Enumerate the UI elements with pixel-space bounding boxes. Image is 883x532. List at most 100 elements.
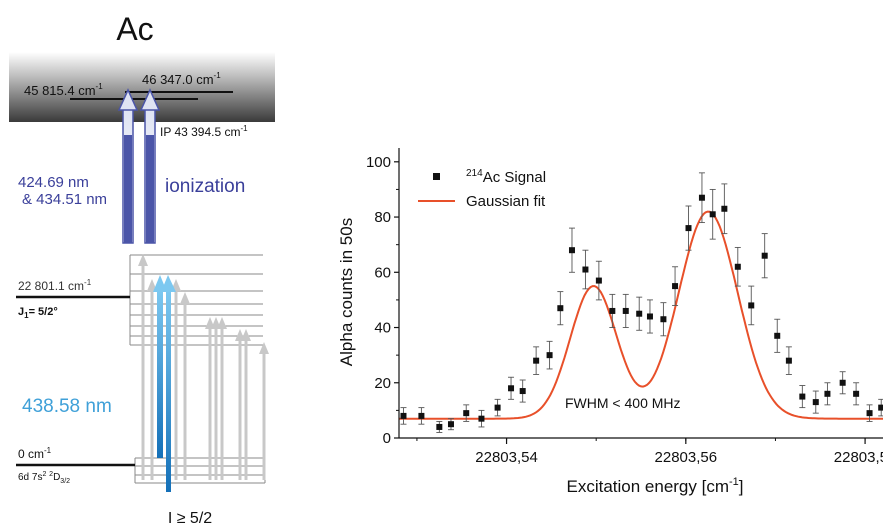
data-marker (812, 399, 819, 406)
data-marker (785, 357, 792, 364)
data-point (721, 183, 728, 235)
ground-level-configuration: 6d 7s2 2D3/2 (18, 471, 70, 485)
data-point (646, 299, 653, 334)
data-point (582, 249, 589, 290)
data-marker (721, 205, 728, 212)
excitation-wavelength: 438.58 nm (22, 396, 112, 417)
excitation-arrow-right (161, 275, 176, 492)
data-marker (709, 211, 716, 218)
data-point (785, 346, 792, 375)
data-marker (609, 307, 616, 314)
data-marker (685, 225, 692, 232)
data-marker (519, 388, 526, 395)
data-marker (508, 385, 515, 392)
fwhm-annotation: FWHM < 400 MHz (565, 395, 681, 411)
ionization-level-left-label: 45 815.4 cm-1 (24, 82, 103, 98)
data-marker (878, 404, 883, 411)
data-point (812, 390, 819, 414)
plot-area (399, 172, 883, 433)
data-point (698, 172, 705, 224)
data-point (494, 398, 501, 417)
ground-hyperfine-levels (134, 457, 266, 484)
data-marker (400, 412, 407, 419)
data-marker (672, 283, 679, 290)
data-marker (546, 352, 553, 359)
data-point (436, 420, 443, 433)
data-point (774, 318, 781, 353)
data-marker (463, 410, 470, 417)
x-axis-label: Excitation energy [cm-1] (566, 476, 743, 496)
data-point (533, 346, 540, 375)
data-point (853, 382, 860, 406)
legend-signal-label: 214Ac Signal (466, 168, 546, 186)
data-marker (698, 194, 705, 201)
data-marker (774, 332, 781, 339)
data-marker (734, 263, 741, 270)
x-tick-label: 22803,58 (834, 449, 883, 466)
hyperfine-transition-arrows (138, 254, 269, 480)
data-point (734, 246, 741, 287)
data-point (546, 340, 553, 370)
data-marker (478, 415, 485, 422)
data-point (660, 302, 667, 337)
y-tick-label: 40 (374, 320, 391, 337)
data-point (519, 379, 526, 403)
ionization-potential-label: IP 43 394.5 cm-1 (160, 124, 248, 139)
data-point (709, 188, 716, 240)
data-point (568, 227, 575, 273)
y-tick-label: 20 (374, 375, 391, 392)
ionization-arrow-left (117, 88, 139, 244)
y-tick-label: 60 (374, 264, 391, 281)
data-point (463, 404, 470, 422)
data-point (478, 409, 485, 428)
legend: 214Ac Signal Gaussian fit (418, 168, 546, 210)
ionization-label: ionization (165, 176, 245, 197)
data-marker (636, 310, 643, 317)
data-marker (866, 410, 873, 417)
data-point (824, 382, 831, 406)
data-marker (824, 390, 831, 397)
data-point (761, 233, 768, 279)
data-marker (494, 404, 501, 411)
data-marker (418, 412, 425, 419)
data-marker (761, 252, 768, 259)
data-marker (853, 390, 860, 397)
ionization-arrow-right (139, 88, 161, 244)
data-point (400, 407, 407, 425)
y-axis-label: Alpha counts in 50s (337, 218, 356, 366)
legend-fit-label: Gaussian fit (466, 193, 546, 210)
legend-signal-marker (433, 173, 440, 180)
data-point (636, 296, 643, 331)
data-point (508, 376, 515, 400)
data-point (622, 293, 629, 328)
data-point (685, 205, 692, 251)
level-scheme-diagram: Ac 45 815.4 cm-1 46 347.0 cm-1 IP 43 394… (9, 11, 275, 527)
data-point (748, 285, 755, 326)
data-marker (595, 277, 602, 284)
data-marker (622, 307, 629, 314)
y-tick-label: 80 (374, 209, 391, 226)
x-tick-label: 22803,56 (655, 449, 718, 466)
data-point (418, 407, 425, 425)
data-marker (582, 266, 589, 273)
ground-level-energy: 0 cm-1 (18, 446, 52, 461)
data-point (866, 404, 873, 422)
data-marker (646, 313, 653, 320)
nuclear-spin-label: I ≥ 5/2 (168, 510, 212, 527)
data-point (595, 260, 602, 301)
ionization-level-right-label: 46 347.0 cm-1 (142, 71, 221, 87)
data-point (672, 266, 679, 306)
data-marker (436, 423, 443, 430)
data-point (799, 385, 806, 409)
upper-level-j: J1= 5/2° (18, 306, 58, 320)
element-symbol: Ac (116, 11, 153, 47)
data-marker (799, 393, 806, 400)
data-point (878, 398, 883, 417)
data-point (839, 371, 846, 395)
data-marker (447, 421, 454, 428)
axis-ticks: 0 20 40 60 80 100 22803,54 22803,56 22803,58 (366, 154, 883, 466)
data-marker (533, 357, 540, 364)
ionization-wavelength-1: 424.69 nm (18, 174, 89, 191)
x-tick-label: 22803,54 (475, 449, 538, 466)
data-marker (748, 302, 755, 309)
